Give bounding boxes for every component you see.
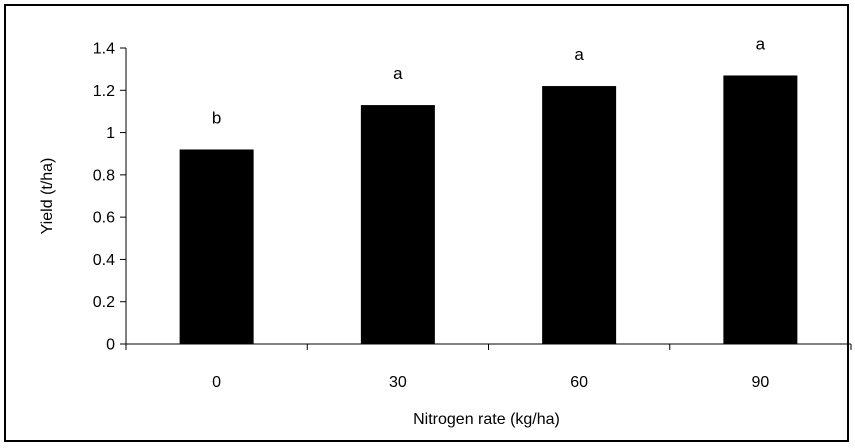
bar [542, 86, 617, 345]
y-tick-label: 0.8 [93, 167, 115, 184]
y-tick-label: 1 [106, 125, 115, 142]
y-tick-label: 0.2 [93, 294, 115, 311]
bars [179, 75, 798, 345]
significance-letter: a [393, 64, 403, 83]
y-tick-label: 1.2 [93, 83, 115, 100]
significance-letter: b [212, 108, 221, 127]
x-axis-title: Nitrogen rate (kg/ha) [413, 411, 560, 428]
x-tick-label: 90 [751, 374, 769, 391]
y-tick-label: 0.4 [93, 252, 115, 269]
x-tick-label: 60 [570, 374, 588, 391]
bar [360, 105, 435, 344]
significance-letters: b a a a [212, 34, 766, 127]
y-tick-label: 0.6 [93, 210, 115, 227]
y-axis-title: Yield (t/ha) [39, 158, 56, 235]
x-tick-label: 30 [389, 374, 407, 391]
y-ticks: 0 0.2 0.4 0.6 0.8 1 1.2 1.4 [93, 41, 126, 354]
bar [179, 149, 254, 344]
y-tick-label: 0 [106, 337, 115, 354]
y-tick-label: 1.4 [93, 41, 115, 58]
significance-letter: a [574, 45, 584, 64]
x-tick-label: 0 [212, 374, 221, 391]
x-ticks: 0 30 60 90 [125, 344, 852, 391]
significance-letter: a [756, 34, 766, 53]
bar [723, 75, 798, 344]
